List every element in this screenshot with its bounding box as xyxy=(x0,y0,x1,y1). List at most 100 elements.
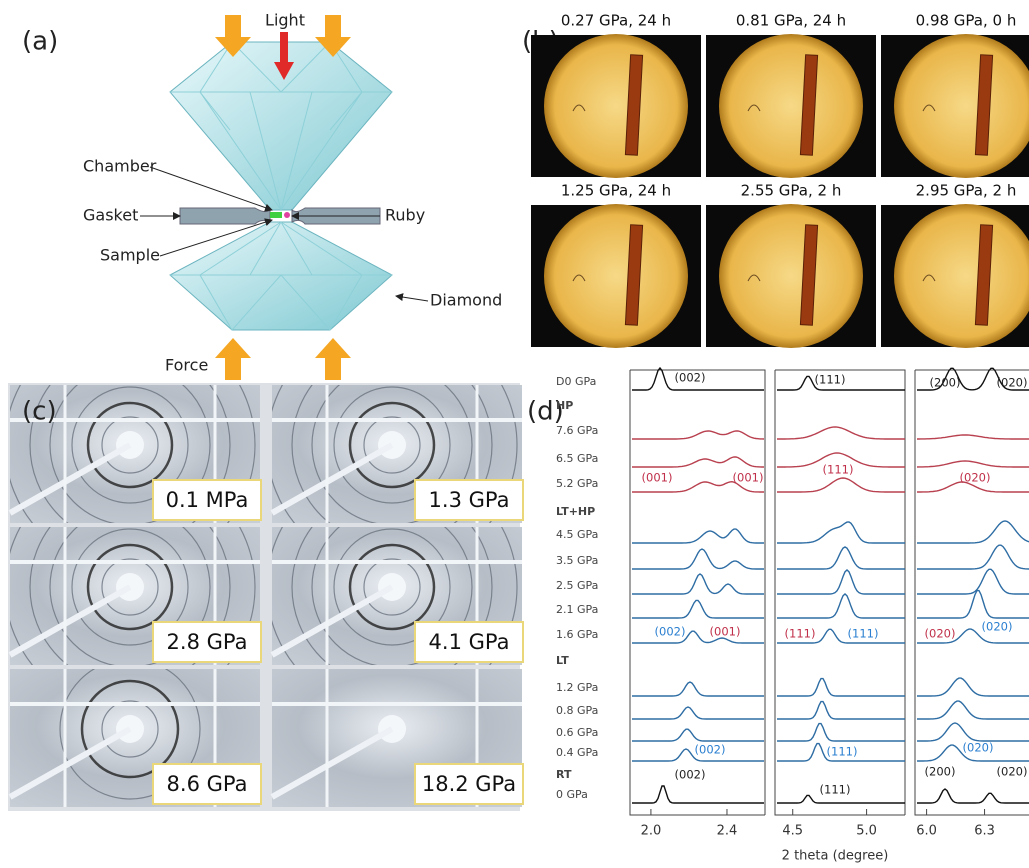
peak-label: (020) xyxy=(963,741,994,755)
spectrum xyxy=(777,427,905,439)
spectrum xyxy=(917,701,1029,719)
chamber-view xyxy=(544,34,688,178)
peak-label: (002) xyxy=(675,768,706,782)
peak-label: (001) xyxy=(642,471,673,485)
spectrum xyxy=(917,435,1029,439)
peak-label: (111) xyxy=(815,373,846,387)
peak-label: (111) xyxy=(820,783,851,797)
photo-label: 0.98 GPa, 0 h xyxy=(916,12,1017,30)
photo xyxy=(706,34,876,178)
spectrum xyxy=(632,529,764,543)
peak-label: (111) xyxy=(827,745,858,759)
row-label: 1.2 GPa xyxy=(556,681,598,694)
pressure-label: 4.1 GPa xyxy=(429,630,510,654)
photo xyxy=(881,204,1029,348)
spectrum xyxy=(777,679,905,696)
label: Gasket xyxy=(83,206,138,225)
spectrum xyxy=(777,594,905,618)
chamber-view xyxy=(719,34,863,178)
spectrum xyxy=(632,786,764,803)
label: Ruby xyxy=(385,206,425,225)
photo-label: 1.25 GPa, 24 h xyxy=(561,182,671,200)
spectrum xyxy=(632,457,764,467)
peak-label: (111) xyxy=(823,463,854,477)
chamber-view xyxy=(719,204,863,348)
spectrum xyxy=(777,795,905,803)
tick-label: 6.0 xyxy=(916,824,937,839)
spectrum xyxy=(917,521,1029,543)
row-label: RT xyxy=(556,768,572,781)
spectrum xyxy=(917,569,1029,594)
peak-label: (020) xyxy=(997,376,1028,390)
panel-label: (a) xyxy=(22,27,58,57)
spectrum xyxy=(917,723,1029,741)
panel-a: (a) Light Chamber Gasket Ruby Sample Dia… xyxy=(22,11,502,381)
spectrum xyxy=(917,789,1029,803)
spectrum xyxy=(632,707,764,719)
xrd-pattern: 8.6 GPa xyxy=(10,659,261,807)
peak-label: (020) xyxy=(960,471,991,485)
pressure-label: 18.2 GPa xyxy=(422,772,516,796)
row-label: 1.6 GPa xyxy=(556,628,598,641)
spectrum xyxy=(777,702,905,719)
spectrum xyxy=(777,547,905,569)
spectrum xyxy=(777,724,905,741)
tick-label: 2.0 xyxy=(641,824,662,839)
row-label: LT xyxy=(556,654,569,667)
tick-label: 6.3 xyxy=(974,824,995,839)
spectrum xyxy=(777,570,905,594)
pressure-label: 1.3 GPa xyxy=(429,488,510,512)
peak-label: (020) xyxy=(982,620,1013,634)
diamond-bottom xyxy=(170,222,392,330)
peak-label: (002) xyxy=(675,371,706,385)
photo xyxy=(531,204,701,348)
peak-label: (002) xyxy=(655,625,686,639)
panel-label: (c) xyxy=(22,397,57,427)
x-axis-label: 2 theta (degree) xyxy=(782,849,889,864)
spectrum xyxy=(632,549,764,569)
spectrum xyxy=(632,431,764,439)
tick-label: 4.5 xyxy=(782,824,803,839)
peak-label: (200) xyxy=(930,376,961,390)
row-label: 3.5 GPa xyxy=(556,554,598,567)
spectrum xyxy=(917,678,1029,696)
spectrum xyxy=(917,591,1029,618)
pressure-label: 8.6 GPa xyxy=(167,772,248,796)
label: Light xyxy=(265,11,305,30)
photo-label: 0.81 GPa, 24 h xyxy=(736,12,846,30)
spectrum xyxy=(917,461,1029,467)
chamber-view xyxy=(544,204,688,348)
row-label: 2.5 GPa xyxy=(556,579,598,592)
tick-label: 2.4 xyxy=(717,824,738,839)
pressure-label: 0.1 MPa xyxy=(166,488,249,512)
row-label: 2.1 GPa xyxy=(556,603,598,616)
row-label: 4.5 GPa xyxy=(556,528,598,541)
label: Force xyxy=(165,356,208,375)
photo xyxy=(531,34,701,178)
spectrum xyxy=(632,682,764,696)
photo xyxy=(881,34,1029,178)
row-label: 5.2 GPa xyxy=(556,477,598,490)
photo-label: 0.27 GPa, 24 h xyxy=(561,12,671,30)
peak-label: (111) xyxy=(848,627,879,641)
peak-label: (020) xyxy=(925,627,956,641)
spectrum xyxy=(777,478,905,492)
row-label: 6.5 GPa xyxy=(556,452,598,465)
spectrum xyxy=(777,522,905,543)
spectrum xyxy=(917,545,1029,569)
row-label: 0.6 GPa xyxy=(556,726,598,739)
peak-label: (001) xyxy=(733,471,764,485)
tick-label: 5.0 xyxy=(856,824,877,839)
peak-label: (200) xyxy=(925,765,956,779)
photo xyxy=(706,204,876,348)
row-label: D0 GPa xyxy=(556,375,596,388)
photo-label: 2.55 GPa, 2 h xyxy=(741,182,842,200)
row-label: 0 GPa xyxy=(556,788,588,801)
row-label: 7.6 GPa xyxy=(556,424,598,437)
figure: (a) Light Chamber Gasket Ruby Sample Dia… xyxy=(0,0,1029,868)
photo-label: 2.95 GPa, 2 h xyxy=(916,182,1017,200)
panel-b: (b)0.27 GPa, 24 h0.81 GPa, 24 h0.98 GPa,… xyxy=(522,12,1029,349)
spectrum xyxy=(632,600,764,618)
peak-label: (001) xyxy=(710,625,741,639)
